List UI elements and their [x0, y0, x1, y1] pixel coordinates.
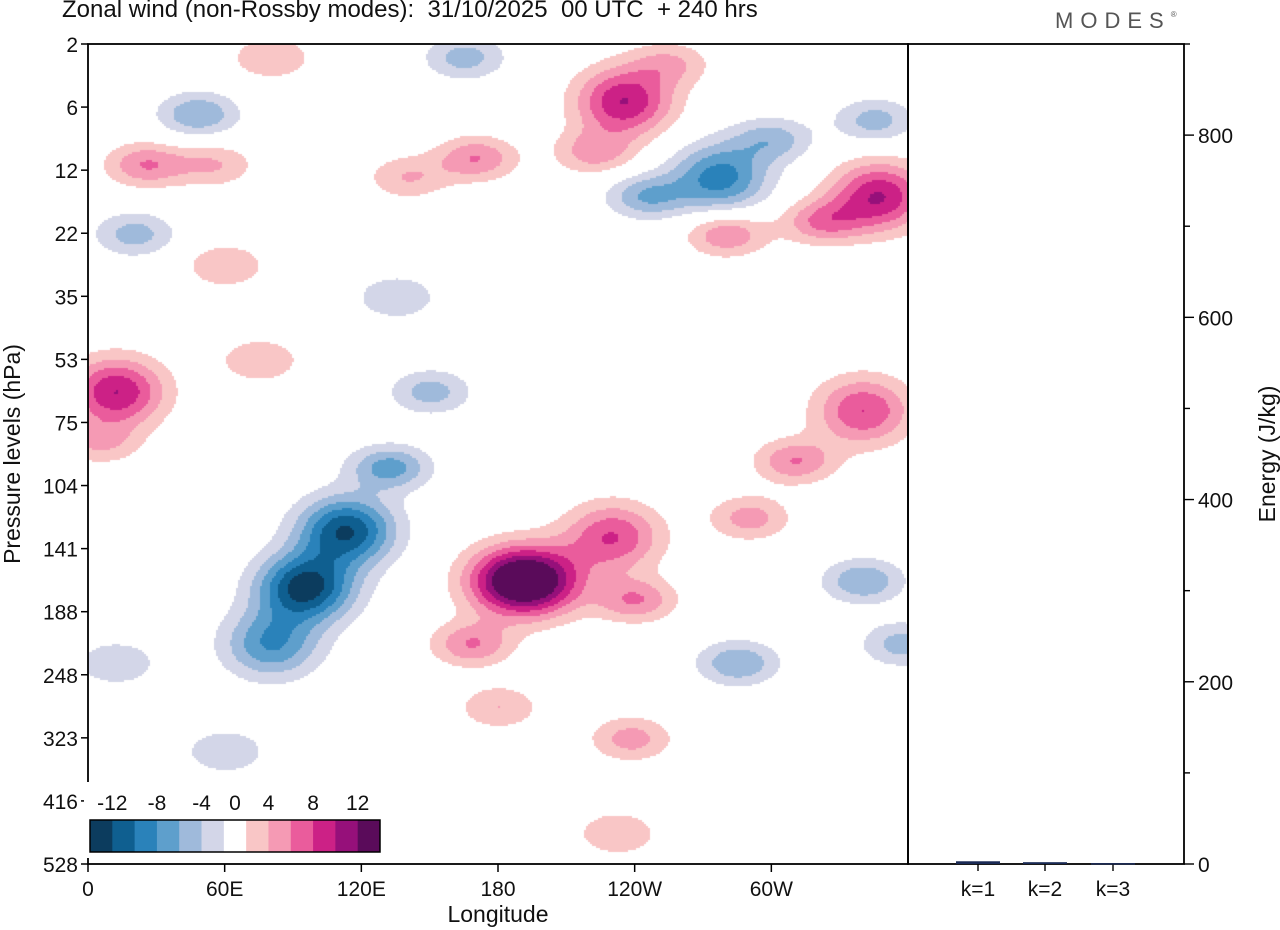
registered-mark: ®	[1170, 10, 1177, 19]
colorbar-swatch	[179, 820, 202, 852]
colorbar-label: 4	[263, 792, 275, 815]
energy-axis-label: Energy (J/kg)	[1254, 386, 1280, 523]
x-tick-label: 0	[82, 878, 94, 901]
colorbar-swatch	[357, 820, 381, 852]
y-axis-label: Pressure levels (hPa)	[0, 344, 25, 564]
colorbar-swatch	[156, 820, 180, 852]
heatmap-field	[88, 44, 908, 864]
colorbar-swatch	[268, 820, 292, 852]
colorbar-swatch	[313, 820, 336, 852]
brand-name: MODES	[1055, 8, 1171, 33]
x-tick-label: 120E	[337, 878, 386, 901]
energy-category-label: k=2	[1028, 878, 1062, 901]
y-tick-label: 141	[43, 539, 78, 562]
energy-bars	[956, 861, 1135, 865]
y-tick-label: 104	[43, 476, 78, 499]
heatmap-raster	[88, 44, 908, 864]
colorbar-label: -8	[148, 792, 167, 815]
y-tick-label: 416	[43, 791, 78, 814]
y-tick-label: 6	[66, 97, 78, 120]
energy-tick-label: 600	[1198, 307, 1233, 330]
colorbar-label: -12	[97, 792, 127, 815]
energy-category-label: k=1	[961, 878, 995, 901]
y-tick-label: 22	[55, 223, 78, 246]
energy-tick-label: 200	[1198, 672, 1233, 695]
y-tick-label: 2	[66, 34, 78, 57]
energy-tick-label: 400	[1198, 490, 1233, 513]
x-tick-label: 60W	[750, 878, 793, 901]
colorbar-swatch	[335, 820, 359, 852]
colorbar-label: 12	[346, 792, 369, 815]
y-axis: 2 6 12 22 35 53 75 104 141 188 248 323 416 528	[43, 34, 88, 877]
colorbar-label: -4	[192, 792, 211, 815]
colorbar: -12 -8 -4 0 4 8 12	[84, 782, 386, 858]
energy-frame	[907, 43, 1185, 865]
y-tick-label: 53	[55, 349, 78, 372]
energy-tick-label: 800	[1198, 125, 1233, 148]
colorbar-swatch	[134, 820, 158, 852]
y-tick-label: 528	[43, 854, 78, 877]
x-axis-label: Longitude	[447, 901, 548, 927]
colorbar-swatch	[90, 820, 113, 852]
colorbar-swatch	[223, 820, 247, 852]
x-axis: 0 60E 120E 180 120W 60W	[82, 864, 793, 901]
colorbar-swatch	[112, 820, 136, 852]
colorbar-swatch	[290, 820, 314, 852]
colorbar-label: 0	[229, 792, 241, 815]
chart-title: Zonal wind (non-Rossby modes): 31/10/202…	[62, 0, 758, 23]
y-tick-label: 323	[43, 728, 78, 751]
x-tick-label: 120W	[607, 878, 662, 901]
colorbar-frame	[89, 819, 381, 853]
colorbar-label: 8	[307, 792, 319, 815]
energy-axis: 0 200 400 600 800 k=1 k=2 k=3	[961, 43, 1233, 901]
energy-tick-label: 0	[1198, 854, 1210, 877]
y-tick-label: 248	[43, 665, 78, 688]
energy-bar	[1023, 862, 1067, 864]
energy-panel: 0 200 400 600 800 k=1 k=2 k=3 Energy (J/kg)	[907, 43, 1280, 901]
energy-bar	[956, 861, 1000, 864]
x-tick-label: 180	[480, 878, 515, 901]
energy-category-label: k=3	[1096, 878, 1130, 901]
modes-logo: MODES®	[1055, 8, 1177, 34]
colorbar-swatch	[246, 820, 269, 852]
y-tick-label: 75	[55, 412, 78, 435]
y-tick-label: 188	[43, 602, 78, 625]
y-tick-label: 35	[55, 286, 78, 309]
y-tick-label: 12	[55, 160, 78, 183]
x-tick-label: 60E	[206, 878, 243, 901]
energy-bar	[1091, 863, 1135, 865]
colorbar-swatch	[201, 820, 225, 852]
